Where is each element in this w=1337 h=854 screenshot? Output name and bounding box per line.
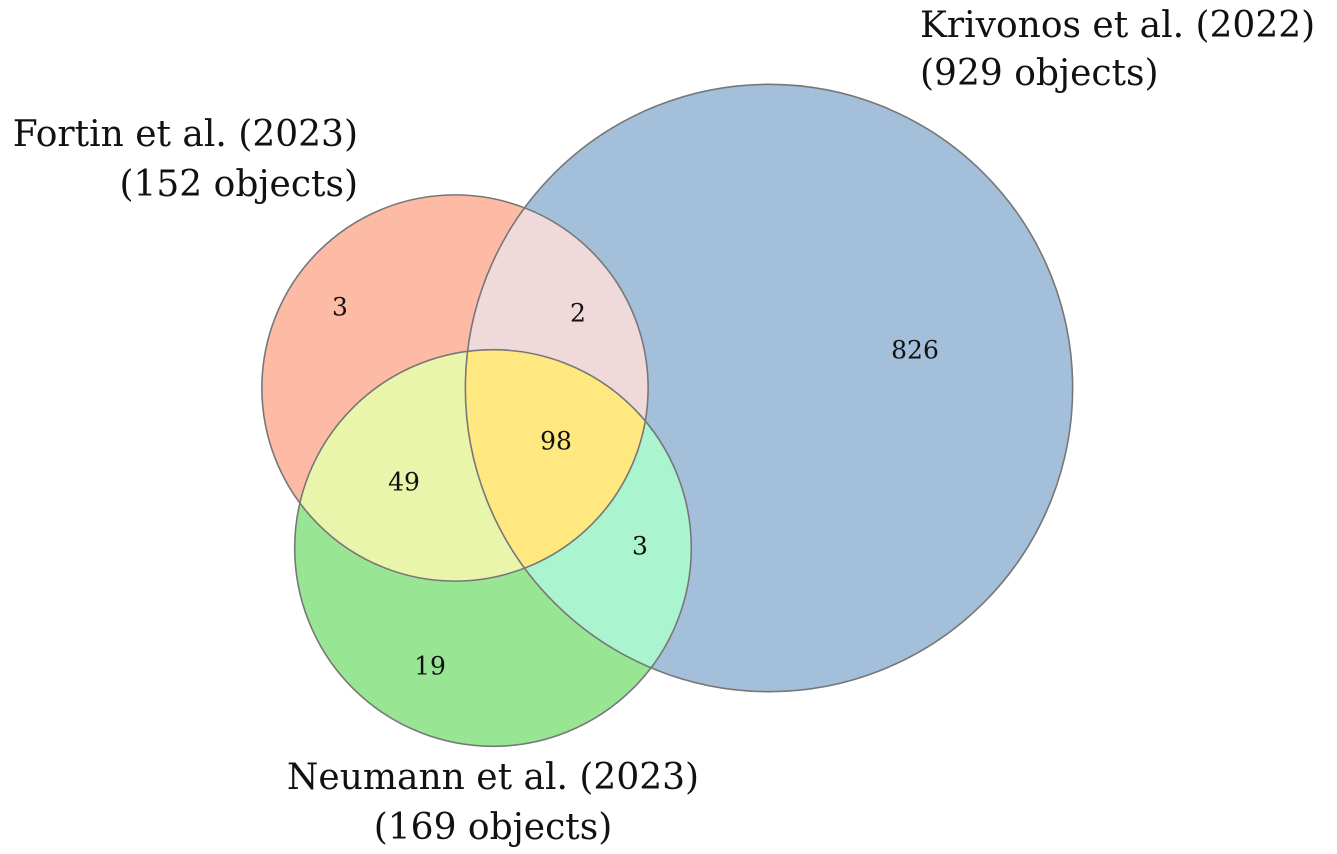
set-outline bbox=[464, 83, 1074, 693]
region-label: 19 bbox=[414, 652, 446, 681]
region-label: 98 bbox=[540, 427, 572, 456]
set-size: (929 objects) bbox=[920, 53, 1159, 94]
region-label: 3 bbox=[632, 532, 648, 561]
set-outline bbox=[261, 194, 649, 582]
region-label: 826 bbox=[891, 336, 939, 365]
region-label: 3 bbox=[332, 293, 348, 322]
set-name: Neumann et al. (2023) bbox=[287, 757, 699, 798]
venn-region bbox=[465, 349, 692, 692]
venn-region bbox=[465, 349, 649, 582]
set-size: (152 objects) bbox=[119, 164, 358, 205]
set-name: Fortin et al. (2023) bbox=[13, 114, 358, 155]
set-name: Krivonos et al. (2022) bbox=[920, 5, 1315, 46]
region-label: 2 bbox=[570, 299, 586, 328]
set-outline bbox=[293, 348, 693, 748]
set-size: (169 objects) bbox=[374, 807, 613, 848]
region-label: 49 bbox=[388, 468, 420, 497]
